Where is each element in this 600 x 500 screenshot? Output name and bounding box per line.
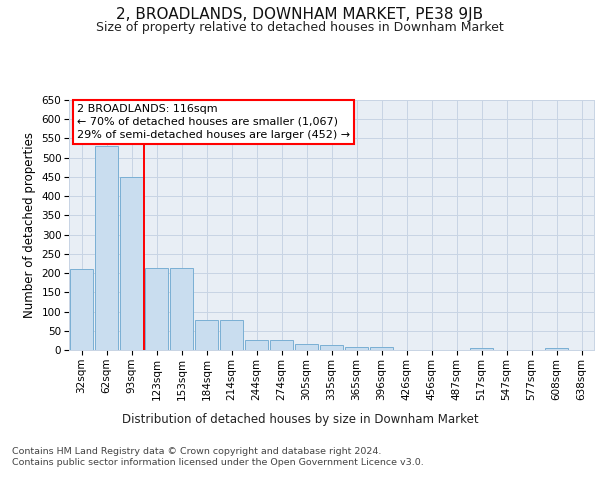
Bar [195,320,218,350]
Bar [220,320,243,350]
Text: 2, BROADLANDS, DOWNHAM MARKET, PE38 9JB: 2, BROADLANDS, DOWNHAM MARKET, PE38 9JB [116,8,484,22]
Bar [170,268,193,350]
Bar [120,177,143,350]
Bar [245,340,268,350]
Text: 2 BROADLANDS: 116sqm
← 70% of detached houses are smaller (1,067)
29% of semi-de: 2 BROADLANDS: 116sqm ← 70% of detached h… [77,104,350,140]
Bar [270,340,293,350]
Bar [345,346,368,350]
Bar [370,346,393,350]
Text: Distribution of detached houses by size in Downham Market: Distribution of detached houses by size … [122,412,478,426]
Bar [295,344,318,350]
Bar [145,268,168,350]
Bar [470,348,493,350]
Text: Contains HM Land Registry data © Crown copyright and database right 2024.
Contai: Contains HM Land Registry data © Crown c… [12,448,424,467]
Bar [320,346,343,350]
Y-axis label: Number of detached properties: Number of detached properties [23,132,36,318]
Bar [545,348,568,350]
Text: Size of property relative to detached houses in Downham Market: Size of property relative to detached ho… [96,21,504,34]
Bar [70,269,93,350]
Bar [95,146,118,350]
